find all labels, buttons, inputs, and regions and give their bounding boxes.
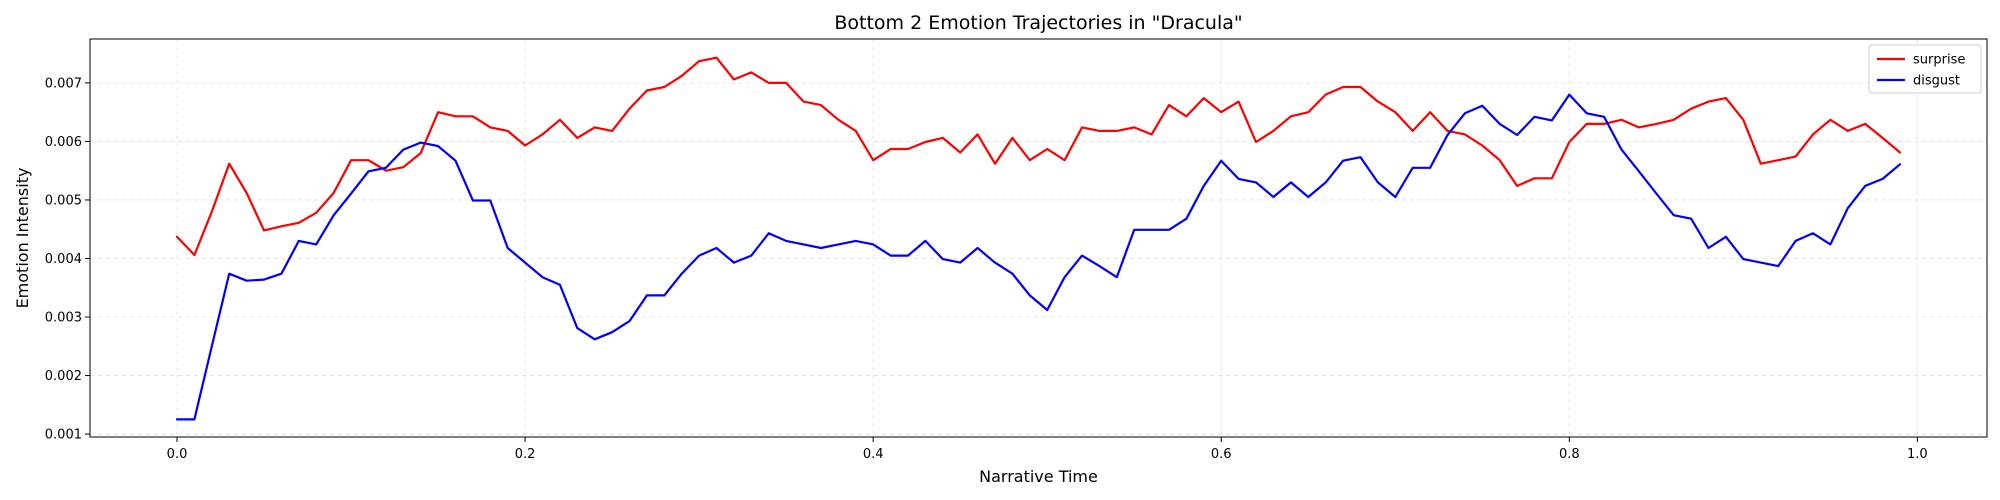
plot-area <box>90 39 1987 437</box>
x-tick-label: 0.8 <box>1559 447 1580 462</box>
y-tick-label: 0.005 <box>45 193 82 208</box>
y-tick-label: 0.003 <box>45 311 82 326</box>
plot-frame <box>89 38 1988 438</box>
x-tick-label: 0.4 <box>863 447 884 462</box>
x-tick-label: 0.6 <box>1211 447 1232 462</box>
legend-label-surprise: surprise <box>1913 53 1965 68</box>
chart-title: Bottom 2 Emotion Trajectories in "Dracul… <box>834 12 1242 34</box>
y-tick-label: 0.007 <box>45 76 82 91</box>
y-tick-label: 0.006 <box>45 135 82 150</box>
y-axis-label: Emotion Intensity <box>13 168 32 309</box>
series-line-surprise <box>175 56 1902 257</box>
series-line-disgust <box>175 93 1902 421</box>
y-tick-label: 0.001 <box>45 428 82 443</box>
x-tick-label: 1.0 <box>1907 447 1928 462</box>
x-tick-label: 0.2 <box>515 447 536 462</box>
x-axis-label: Narrative Time <box>979 467 1098 486</box>
grid <box>90 39 1987 437</box>
y-tick-label: 0.004 <box>45 252 82 267</box>
x-tick-label: 0.0 <box>167 447 188 462</box>
y-tick-label: 0.002 <box>45 369 82 384</box>
axis-ticks: 0.0 0.2 0.4 0.6 0.8 1.0 0.001 0.002 0.003 0.004 0.… <box>45 76 1928 462</box>
legend-label-disgust: disgust <box>1913 74 1960 89</box>
series-lines <box>175 56 1902 421</box>
legend: surprise disgust <box>1868 44 1982 94</box>
